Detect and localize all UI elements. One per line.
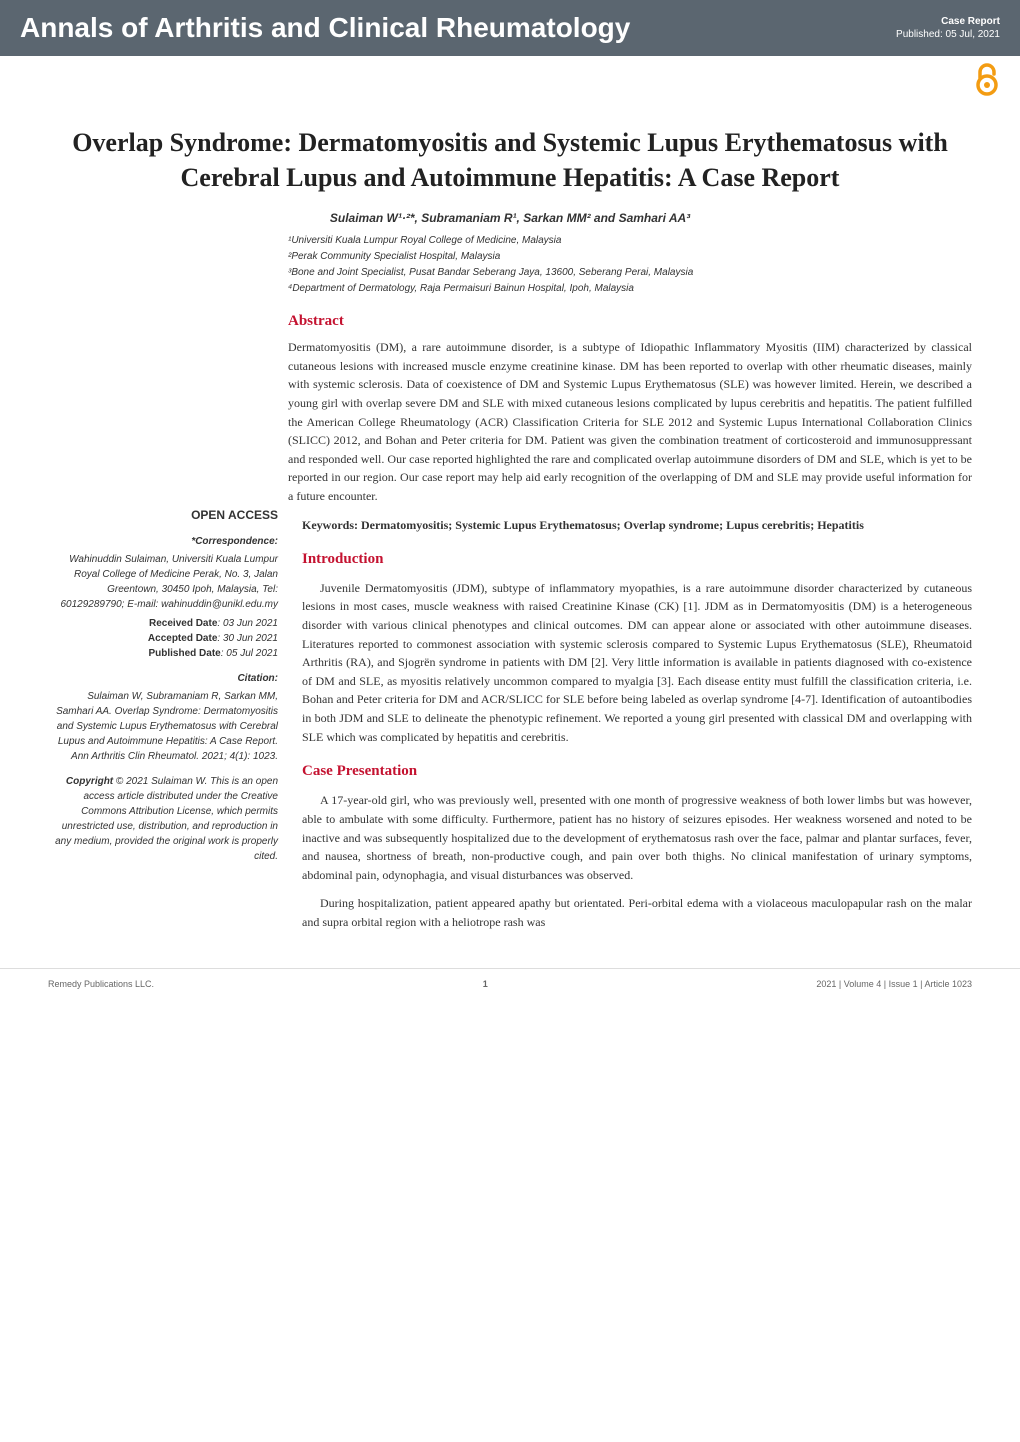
- authors-line: Sulaiman W¹·²*, Subramaniam R¹, Sarkan M…: [48, 211, 972, 225]
- affiliation-1: ¹Universiti Kuala Lumpur Royal College o…: [288, 233, 972, 249]
- article-title: Overlap Syndrome: Dermatomyositis and Sy…: [48, 125, 972, 195]
- article-type: Case Report: [896, 16, 1000, 27]
- header-band: Annals of Arthritis and Clinical Rheumat…: [0, 0, 1020, 56]
- case-presentation-p1: A 17-year-old girl, who was previously w…: [302, 791, 972, 884]
- case-presentation-heading: Case Presentation: [302, 760, 972, 783]
- abstract-body: Dermatomyositis (DM), a rare autoimmune …: [288, 338, 972, 505]
- published-date-header: Published: 05 Jul, 2021: [896, 29, 1000, 40]
- published-label: Published Date: [148, 648, 220, 659]
- case-presentation-p2: During hospitalization, patient appeared…: [302, 894, 972, 931]
- introduction-heading: Introduction: [302, 548, 972, 571]
- page-footer: Remedy Publications LLC. 1 2021 | Volume…: [0, 968, 1020, 999]
- abstract-heading: Abstract: [288, 313, 972, 330]
- sidebar: OPEN ACCESS *Correspondence: Wahinuddin …: [48, 506, 278, 942]
- main-content: Overlap Syndrome: Dermatomyositis and Sy…: [0, 101, 1020, 952]
- received-value: : 03 Jun 2021: [217, 618, 278, 629]
- accepted-label: Accepted Date: [148, 633, 217, 644]
- open-access-icon: [974, 62, 1000, 101]
- published-value: : 05 Jul 2021: [221, 648, 278, 659]
- keywords: Keywords: Dermatomyositis; Systemic Lupu…: [302, 516, 972, 534]
- journal-name: Annals of Arthritis and Clinical Rheumat…: [20, 12, 630, 44]
- received-label: Received Date: [149, 618, 217, 629]
- citation-body: Sulaiman W, Subramaniam R, Sarkan MM, Sa…: [48, 689, 278, 764]
- abstract-block: Abstract Dermatomyositis (DM), a rare au…: [288, 313, 972, 505]
- citation-label: Citation:: [48, 671, 278, 686]
- header-meta: Case Report Published: 05 Jul, 2021: [896, 16, 1000, 40]
- open-access-label: OPEN ACCESS: [48, 506, 278, 524]
- affiliation-4: ⁴Department of Dermatology, Raja Permais…: [288, 281, 972, 297]
- copyright-body: © 2021 Sulaiman W. This is an open acces…: [55, 776, 278, 862]
- footer-page-number: 1: [483, 979, 488, 989]
- introduction-body: Juvenile Dermatomyositis (JDM), subtype …: [302, 579, 972, 746]
- footer-right: 2021 | Volume 4 | Issue 1 | Article 1023: [816, 979, 972, 989]
- correspondence-label: *Correspondence:: [48, 534, 278, 549]
- copyright-label: Copyright: [66, 776, 113, 787]
- right-column: Keywords: Dermatomyositis; Systemic Lupu…: [302, 506, 972, 942]
- footer-left: Remedy Publications LLC.: [48, 979, 154, 989]
- correspondence-body: Wahinuddin Sulaiman, Universiti Kuala Lu…: [48, 552, 278, 612]
- affiliation-3: ³Bone and Joint Specialist, Pusat Bandar…: [288, 265, 972, 281]
- accepted-value: : 30 Jun 2021: [217, 633, 278, 644]
- affiliations: ¹Universiti Kuala Lumpur Royal College o…: [288, 233, 972, 297]
- affiliation-2: ²Perak Community Specialist Hospital, Ma…: [288, 249, 972, 265]
